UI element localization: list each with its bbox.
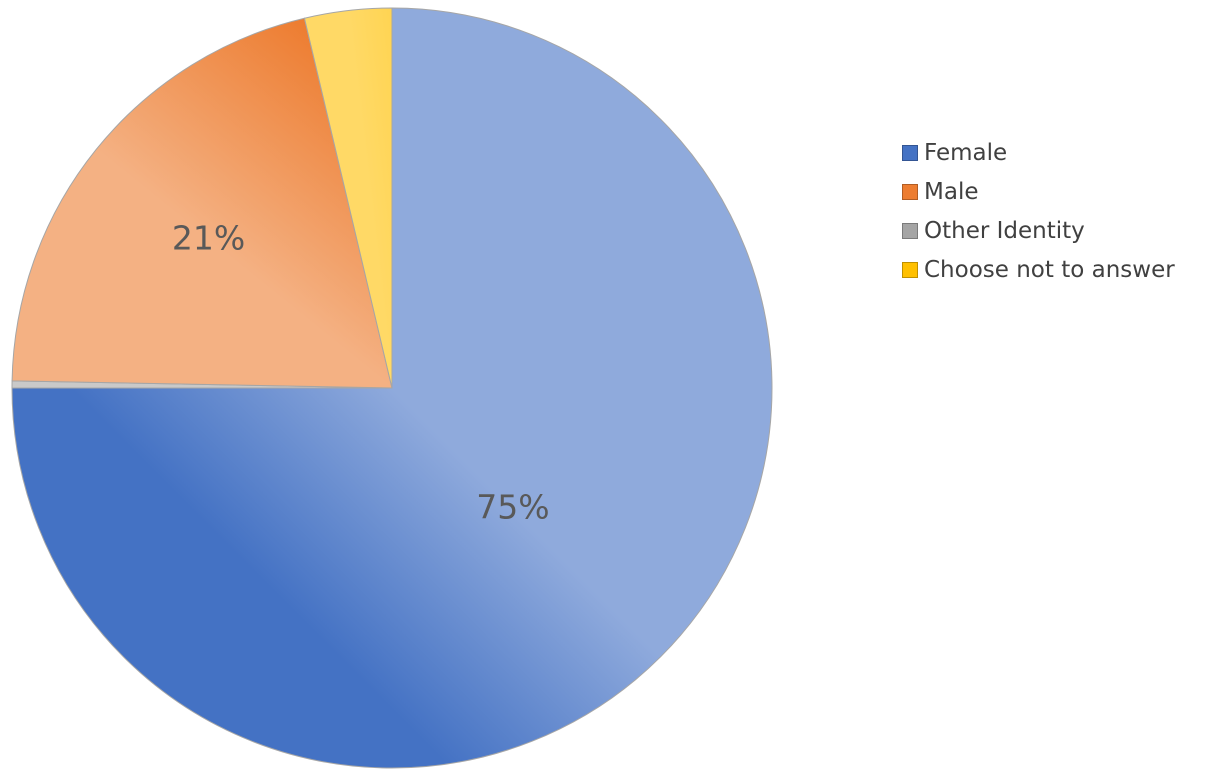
legend-item-choose-not-to-answer: Choose not to answer — [902, 250, 1175, 289]
legend: Female Male Other Identity Choose not to… — [902, 133, 1175, 289]
data-label-male: 21% — [172, 219, 245, 258]
pie-chart-svg: 75% 21% — [0, 0, 800, 769]
pie-slices — [12, 8, 772, 768]
legend-swatch-female — [902, 145, 918, 161]
legend-item-other-identity: Other Identity — [902, 211, 1175, 250]
legend-swatch-male — [902, 184, 918, 200]
legend-item-male: Male — [902, 172, 1175, 211]
legend-label-other-identity: Other Identity — [924, 218, 1085, 244]
legend-label-male: Male — [924, 179, 978, 205]
legend-swatch-choose-not-to-answer — [902, 262, 918, 278]
data-label-female: 75% — [476, 487, 549, 526]
legend-swatch-other-identity — [902, 223, 918, 239]
legend-label-female: Female — [924, 140, 1007, 166]
legend-item-female: Female — [902, 133, 1175, 172]
legend-label-choose-not-to-answer: Choose not to answer — [924, 257, 1175, 283]
